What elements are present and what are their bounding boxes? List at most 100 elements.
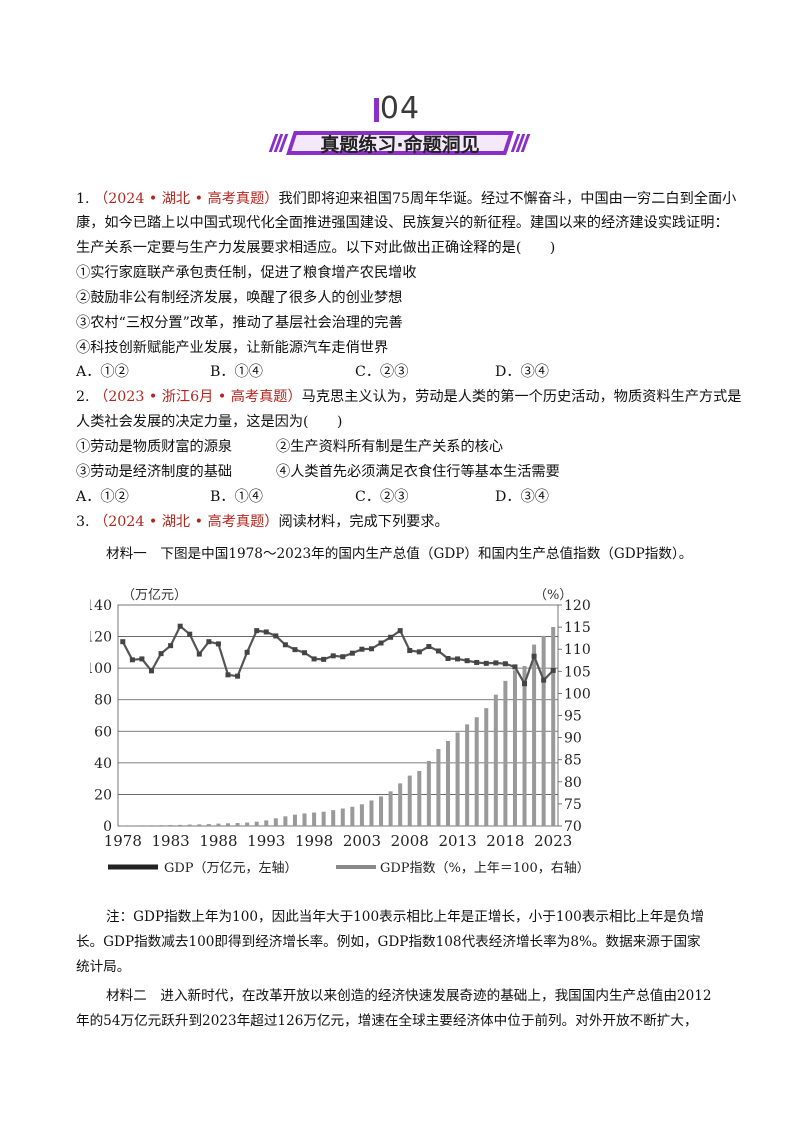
gdp-bar [120,825,125,826]
q2-option-d[interactable]: D．③④ [495,489,549,505]
left-tick-label: 60 [94,724,112,740]
gdp-bar [168,825,173,826]
section-header: 04 [0,92,800,126]
q2-item-3: ③劳动是经济制度的基础 [76,464,233,480]
gdp-index-point [512,664,518,670]
q1-item-4: ④科技创新赋能产业发展，让新能源汽车走俏世界 [76,340,389,356]
gdp-bar [474,717,479,826]
gdp-bar [541,635,546,826]
gdp-index-point [120,639,126,645]
q2-option-b[interactable]: B．①④ [210,489,263,505]
legend-bar-label: GDP（万亿元，左轴） [164,861,298,876]
gdp-bar [455,732,460,826]
gdp-index-point [158,651,164,657]
gdp-index-point [244,649,250,655]
right-tick-label: 110 [564,642,591,658]
gdp-index-point [263,629,269,635]
gdp-bar [512,670,517,826]
q1-item-1: ①实行家庭联产承包责任制，促进了粮食增产农民增收 [76,265,417,281]
q1-item-3: ③农村“三权分置”改革，推动了基层社会治理的完善 [76,315,403,331]
q2-option-a[interactable]: A．①② [76,489,129,505]
q2-source: （2023 • 浙江6月 • 高考真题） [94,389,302,405]
q3-material-1: 材料一 下图是中国1978～2023年的国内生产总值（GDP）和国内生产总值指数… [106,546,693,562]
right-tick-label: 120 [564,598,591,614]
gdp-index-point [474,659,480,665]
gdp-bar [321,811,326,826]
gdp-index-point [445,655,451,661]
q2-item-2: ②生产资料所有制是生产关系的核心 [276,439,504,455]
q2-option-c[interactable]: C．②③ [355,489,409,505]
right-tick-label: 85 [564,753,582,769]
left-tick-label: 0 [103,819,112,835]
gdp-bar [302,813,307,826]
gdp-index-point [254,628,260,634]
section-title: 真题练习·命题洞见 [320,134,480,156]
gdp-index-point [416,649,422,655]
gdp-bar [273,818,278,826]
gdp-bar [398,783,403,826]
gdp-index-point [531,653,537,659]
gdp-bar [532,644,537,826]
gdp-index-point [235,673,241,679]
gdp-bar [407,775,412,826]
gdp-bar [254,821,259,826]
gdp-index-point [129,657,135,663]
x-tick-label: 1983 [152,832,190,850]
q1-stem-line-1: 1. （2024 • 湖北 • 高考真题）我们即将迎来祖国75周年华诞。经过不懈… [76,191,737,207]
q3-note-line-1: 注：GDP指数上年为100，因此当年大于100表示相比上年是正增长，小于100表… [106,909,705,925]
gdp-bar [235,823,240,826]
x-tick-label: 2013 [438,832,476,850]
gdp-index-point [292,647,298,653]
x-tick-label: 1978 [104,832,142,850]
right-tick-label: 100 [564,686,591,702]
gdp-index-point [455,656,461,662]
q3-stem: 3. （2024 • 湖北 • 高考真题）阅读材料，完成下列要求。 [76,514,449,530]
gdp-index-point [397,628,403,634]
right-tick-label: 90 [564,731,582,747]
q1-option-c[interactable]: C．②③ [355,364,409,380]
gdp-index-point [177,623,183,629]
gdp-index-point [502,661,508,667]
gdp-bar [159,825,164,826]
gdp-index-point [435,648,441,654]
gdp-bar [340,808,345,826]
left-tick-label: 140 [90,598,112,614]
q1-stem-line-3: 生产关系一定要与生产力发展要求相适应。以下对此做出正确诠释的是( ) [76,240,556,256]
gdp-bar [551,627,556,826]
gdp-index-point [483,660,489,666]
gdp-bar [350,806,355,826]
gdp-bar [388,791,393,826]
left-tick-label: 100 [90,661,112,677]
x-tick-label: 1993 [247,832,285,850]
right-axis-unit: （%） [534,588,572,603]
gdp-index-point [168,643,174,649]
q1-option-b[interactable]: B．①④ [210,364,263,380]
gdp-bar [206,824,211,826]
left-tick-label: 40 [94,756,112,772]
q3-note-line-2: 长。GDP指数减去100即得到经济增长率。例如，GDP指数108代表经济增长率为… [76,934,701,950]
gdp-index-point [330,653,336,659]
gdp-index-point [493,660,499,666]
gdp-bar [178,824,183,826]
q3-material-2-line-1: 材料二 进入新时代，在改革开放以来创造的经济快速发展奇迹的基础上，我国国内生产总… [106,988,712,1004]
q3-material-2-line-2: 年的54万亿元跃升到2023年超过126万亿元，增速在全球主要经济体中位于前列。… [76,1013,698,1029]
gdp-bar [283,816,288,826]
gdp-bar [503,680,508,826]
q1-option-d[interactable]: D．③④ [495,364,549,380]
gdp-bar [292,814,297,826]
q2-stem-line-1: 2. （2023 • 浙江6月 • 高考真题）马克思主义认为，劳动是人类的第一个… [76,389,742,405]
q2-item-1: ①劳动是物质财富的源泉 [76,439,233,455]
gdp-index-point [273,633,279,639]
gdp-index-point [541,677,547,683]
gdp-index-point [282,642,288,648]
q1-source: （2024 • 湖北 • 高考真题） [94,191,279,207]
x-tick-label: 2003 [343,832,381,850]
gdp-index-point [321,656,327,662]
right-tick-label: 75 [564,797,582,813]
q1-option-a[interactable]: A．①② [76,364,129,380]
legend-line-label: GDP指数（%，上年＝100，右轴） [380,861,590,876]
left-tick-label: 80 [94,693,112,709]
section-title-banner: 真题练习·命题洞见 [268,128,531,158]
left-axis-unit: （万亿元） [122,588,187,603]
left-tick-label: 20 [94,787,112,803]
